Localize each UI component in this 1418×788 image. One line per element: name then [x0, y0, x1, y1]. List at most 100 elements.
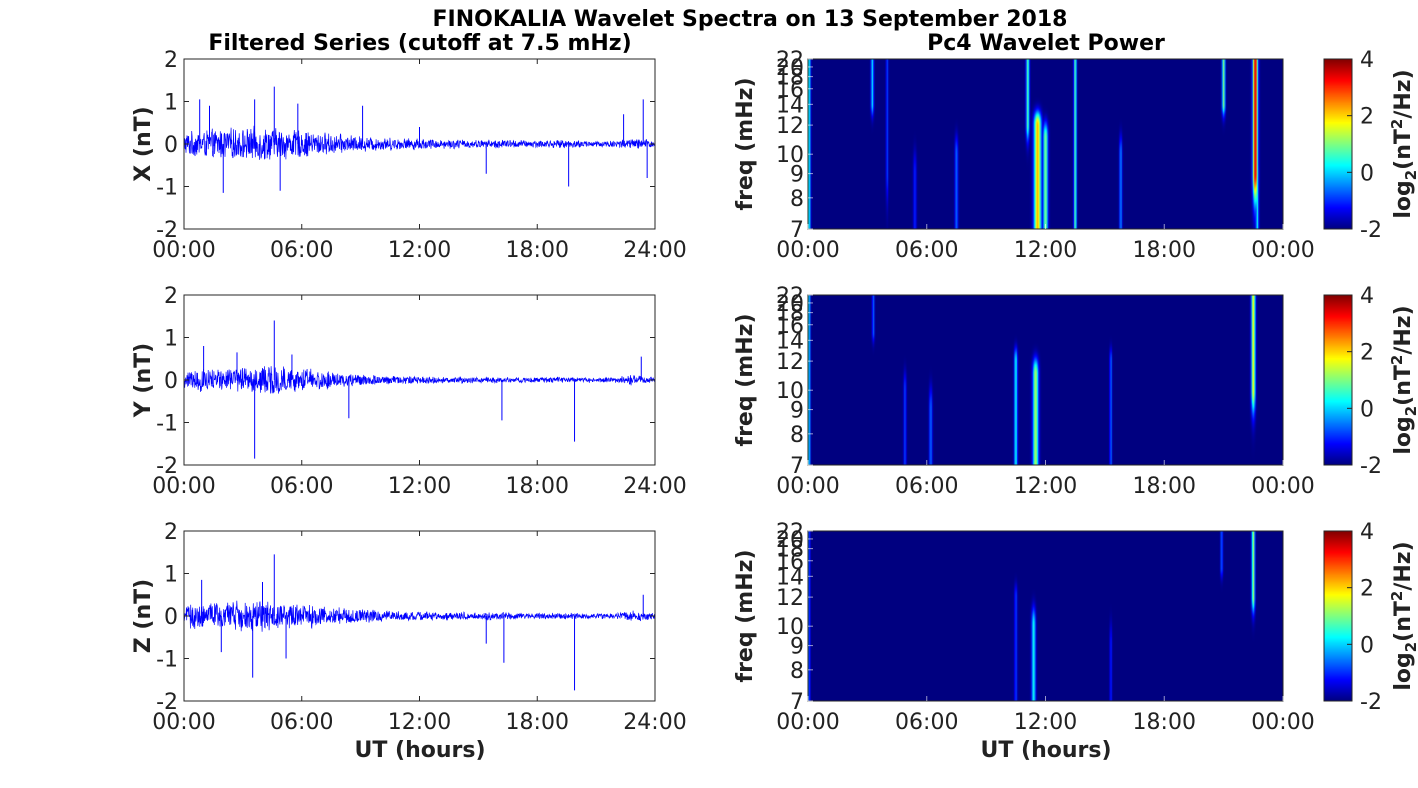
xtick-label: 24:00: [623, 710, 686, 735]
xtick-label: 12:00: [388, 238, 451, 263]
ytick-label: 9: [790, 399, 804, 424]
colorbar-tick-label: 2: [1360, 341, 1374, 366]
xtick-label: 00:00: [776, 474, 839, 499]
xtick-label: 00:00: [152, 710, 215, 735]
right-column-title: Pc4 Wavelet Power: [927, 31, 1165, 56]
colorbar-tick-label: 0: [1360, 161, 1374, 186]
xtick-label: 18:00: [1133, 710, 1196, 735]
ytick-label: 0: [164, 369, 178, 394]
ytick-label: -2: [156, 218, 178, 243]
colorbar-label: log2(nT2/Hz): [1388, 69, 1418, 218]
xtick-label: 18:00: [1133, 474, 1196, 499]
colorbar: [1324, 295, 1352, 465]
ytick-label: 1: [164, 327, 178, 352]
colorbar-tick-label: -2: [1360, 218, 1382, 243]
ytick-label: 10: [776, 379, 804, 404]
xtick-label: 12:00: [1014, 238, 1077, 263]
xtick-label: 24:00: [623, 238, 686, 263]
xtick-label: 24:00: [623, 474, 686, 499]
ytick-label: 20: [776, 292, 804, 317]
ytick-label: 18: [776, 302, 804, 327]
colorbar-label: log2(nT2/Hz): [1388, 541, 1418, 690]
ytick-label: 22: [776, 284, 804, 309]
ytick-label: 14: [776, 329, 804, 354]
ytick-label: 2: [164, 284, 178, 309]
xtick-label: 06:00: [270, 474, 333, 499]
wavelet-heatmap-z: [808, 531, 1283, 701]
ylabel: Y (nT): [131, 343, 156, 418]
ytick-label: 7: [790, 454, 804, 479]
xtick-label: 00:00: [1251, 474, 1314, 499]
ytick-label: 14: [776, 565, 804, 590]
wavelet-heatmap-y: [808, 295, 1283, 465]
xtick-label: 12:00: [1014, 710, 1077, 735]
ytick-label: 10: [776, 143, 804, 168]
colorbar-tick-label: 4: [1360, 284, 1374, 309]
colorbar-tick-label: 0: [1360, 633, 1374, 658]
xtick-label: 12:00: [388, 710, 451, 735]
right-xlabel: UT (hours): [980, 738, 1111, 763]
xtick-label: 00:00: [1251, 238, 1314, 263]
colorbar-label: log2(nT2/Hz): [1388, 305, 1418, 454]
ytick-label: -2: [156, 454, 178, 479]
colorbar-tick-label: -2: [1360, 690, 1382, 715]
ylabel: freq (mHz): [733, 78, 758, 211]
xtick-label: 12:00: [1014, 474, 1077, 499]
xtick-label: 12:00: [388, 474, 451, 499]
colorbar-tick-label: 0: [1360, 397, 1374, 422]
ytick-label: 20: [776, 528, 804, 553]
colorbar-box: [1323, 294, 1353, 466]
ytick-label: 1: [164, 91, 178, 116]
xtick-label: 18:00: [506, 238, 569, 263]
ytick-label: 1: [164, 563, 178, 588]
colorbar: [1324, 59, 1352, 229]
trace-line-z: [183, 600, 656, 632]
figure-title: FINOKALIA Wavelet Spectra on 13 Septembe…: [433, 7, 1068, 32]
colorbar-tick-label: 2: [1360, 577, 1374, 602]
xtick-label: 00:00: [1251, 710, 1314, 735]
ytick-label: 12: [776, 114, 804, 139]
xtick-label: 06:00: [895, 710, 958, 735]
xtick-label: 00:00: [776, 238, 839, 263]
xtick-label: 06:00: [270, 710, 333, 735]
ylabel: freq (mHz): [733, 550, 758, 683]
ytick-label: 18: [776, 66, 804, 91]
ytick-label: 0: [164, 605, 178, 630]
ytick-label: 12: [776, 586, 804, 611]
xtick-label: 06:00: [895, 238, 958, 263]
ytick-label: 22: [776, 48, 804, 73]
ytick-label: 2: [164, 48, 178, 73]
ytick-label: 0: [164, 133, 178, 158]
ytick-label: 7: [790, 690, 804, 715]
ytick-label: -1: [156, 176, 178, 201]
ytick-label: 2: [164, 520, 178, 545]
xtick-label: 06:00: [270, 238, 333, 263]
left-xlabel: UT (hours): [354, 738, 485, 763]
colorbar-tick-label: -2: [1360, 454, 1382, 479]
ytick-label: 8: [790, 423, 804, 448]
ytick-label: -1: [156, 648, 178, 673]
colorbar-tick-label: 4: [1360, 48, 1374, 73]
colorbar-box: [1323, 530, 1353, 702]
ylabel: X (nT): [131, 106, 156, 181]
xtick-label: 18:00: [506, 474, 569, 499]
ytick-label: 7: [790, 218, 804, 243]
ytick-label: -2: [156, 690, 178, 715]
series-panel-x: 2 1 0 -1 -200:00 06:00 12:00 18:00 24:00 X (nT): [131, 48, 687, 263]
ytick-label: 9: [790, 163, 804, 188]
ytick-label: -1: [156, 412, 178, 437]
ytick-label: 16: [776, 550, 804, 575]
ytick-label: 14: [776, 93, 804, 118]
xtick-label: 18:00: [506, 710, 569, 735]
ytick-label: 12: [776, 350, 804, 375]
series-panel-y: 2 1 0 -1 -200:00 06:00 12:00 18:00 24:00 Y (nT): [131, 284, 687, 499]
ytick-label: 22: [776, 520, 804, 545]
ytick-label: 9: [790, 635, 804, 660]
xtick-label: 00:00: [776, 710, 839, 735]
trace-line-y: [183, 366, 656, 394]
ylabel: freq (mHz): [733, 314, 758, 447]
